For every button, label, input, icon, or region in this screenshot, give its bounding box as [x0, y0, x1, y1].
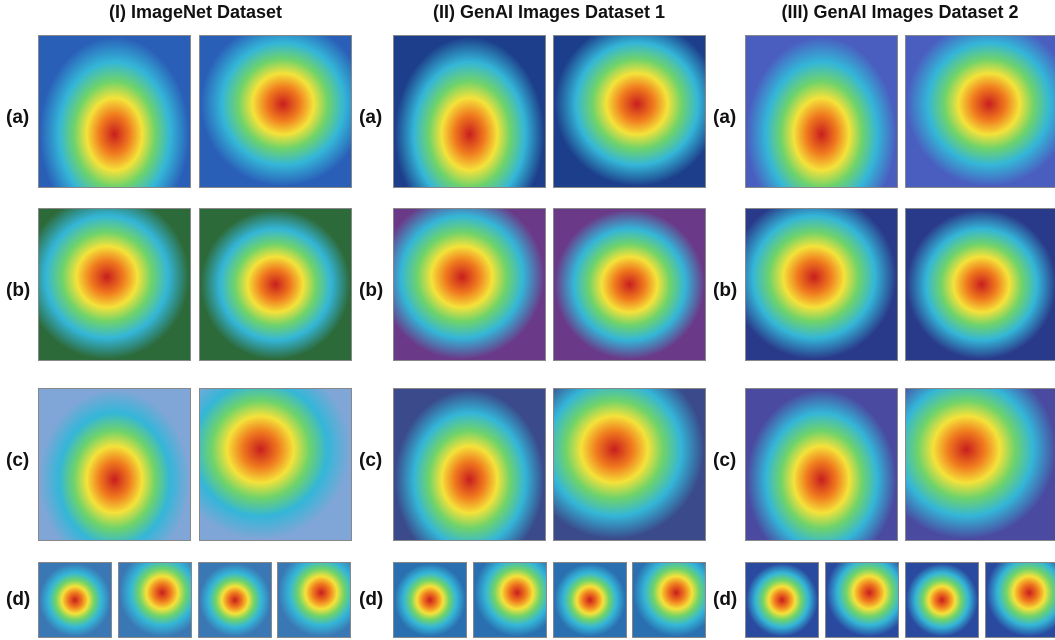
row-label: (a): [6, 107, 30, 128]
row-label: (d): [6, 589, 31, 610]
column-title: (I) ImageNet Dataset: [108, 2, 283, 22]
row-label: (c): [713, 450, 737, 471]
heatmap-image: [38, 208, 191, 361]
row-label: (d): [713, 589, 738, 610]
row-label: (b): [713, 280, 738, 301]
heatmap-image: [38, 35, 191, 188]
heatmap-image: [199, 35, 352, 188]
row-label: (d): [359, 589, 384, 610]
heatmap-image: [905, 388, 1055, 541]
column-title: (III) GenAI Images Dataset 2: [781, 2, 1019, 22]
heatmap-image: [632, 562, 706, 638]
heatmap-image: [393, 562, 467, 638]
heatmap-image: [905, 562, 979, 638]
heatmap-image: [277, 562, 351, 638]
heatmap-image: [199, 388, 352, 541]
row-label: (b): [6, 280, 31, 301]
row-label: (c): [359, 450, 383, 471]
heatmap-image: [199, 208, 352, 361]
heatmap-image: [985, 562, 1055, 638]
heatmap-image: [393, 35, 546, 188]
heatmap-image: [905, 35, 1055, 188]
heatmap-image: [38, 562, 112, 638]
heatmap-image: [553, 208, 706, 361]
heatmap-image: [38, 388, 191, 541]
row-label: (a): [359, 107, 383, 128]
heatmap-image: [745, 35, 898, 188]
heatmap-image: [745, 208, 898, 361]
heatmap-image: [745, 388, 898, 541]
heatmap-image: [905, 208, 1055, 361]
heatmap-image: [393, 388, 546, 541]
heatmap-image: [393, 208, 546, 361]
heatmap-image: [198, 562, 272, 638]
heatmap-image: [745, 562, 819, 638]
column-title: (II) GenAI Images Dataset 1: [432, 2, 666, 22]
heatmap-image: [118, 562, 192, 638]
heatmap-image: [553, 388, 706, 541]
heatmap-image: [825, 562, 899, 638]
heatmap-image: [553, 35, 706, 188]
row-label: (b): [359, 280, 384, 301]
row-label: (c): [6, 450, 30, 471]
heatmap-image: [473, 562, 547, 638]
heatmap-image: [553, 562, 627, 638]
row-label: (a): [713, 107, 737, 128]
